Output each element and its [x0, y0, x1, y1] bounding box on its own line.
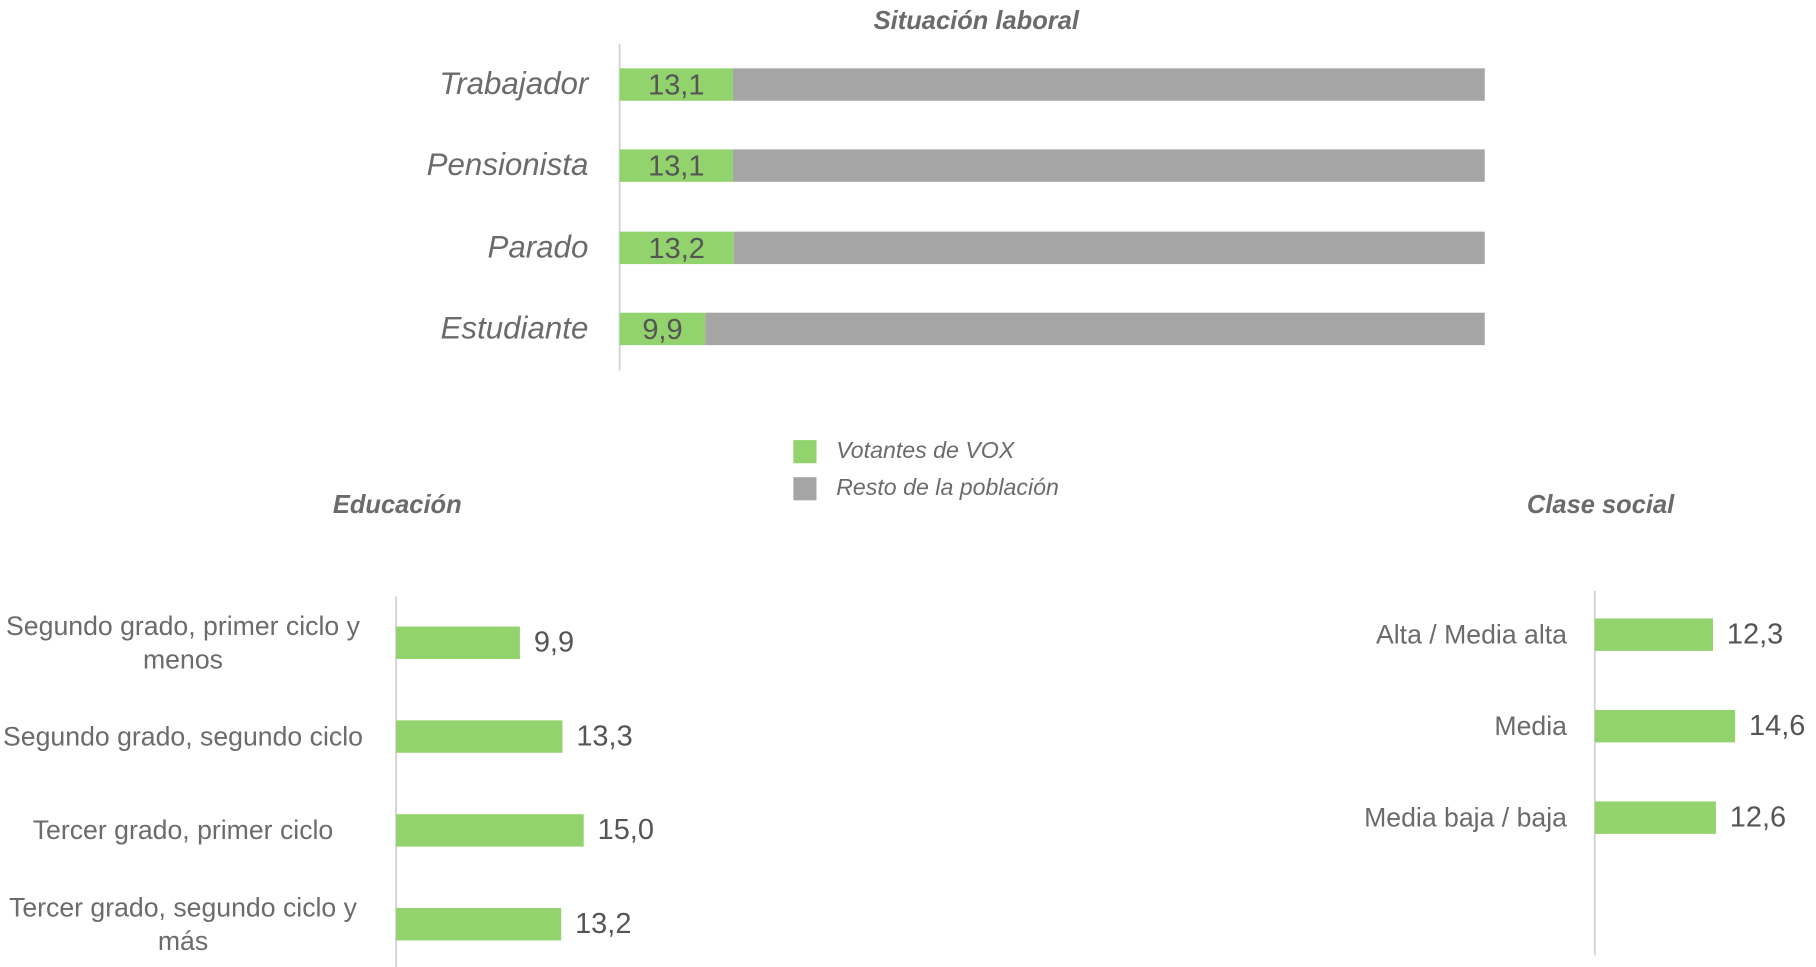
value-label: 13,3 — [576, 720, 632, 752]
value-label: 12,6 — [1730, 801, 1786, 833]
bar-segment — [732, 149, 1485, 182]
bar-segment — [619, 68, 733, 101]
chart-title: Educación — [332, 489, 462, 519]
category-label: Parado — [487, 229, 589, 265]
bar — [1594, 709, 1736, 743]
category-label: Tercer grado, primer ciclo — [32, 814, 334, 846]
category-label: Media baja / baja — [1364, 802, 1567, 833]
bar — [396, 907, 562, 941]
category-label: Segundo grado, primer ciclo y menos — [6, 610, 360, 675]
value-label: 13,2 — [575, 908, 631, 940]
bar-segment — [619, 231, 734, 265]
value-label: 13,2 — [649, 233, 705, 265]
value-label: 9,9 — [534, 627, 574, 659]
bar-segment — [619, 312, 706, 346]
category-label: Alta / Media alta — [1375, 619, 1567, 650]
bar — [396, 720, 563, 753]
category-label: Media — [1494, 710, 1567, 741]
value-label: 14,6 — [1749, 710, 1805, 742]
bar-segment — [732, 68, 1485, 101]
legend-swatch — [793, 477, 817, 501]
value-label: 15,0 — [598, 814, 654, 846]
category-label: Tercer grado, segundo ciclo y más — [9, 892, 357, 956]
value-label: 13,1 — [648, 151, 704, 183]
bar — [396, 626, 520, 659]
legend-label: Resto de la población — [836, 474, 1059, 500]
category-label: Estudiante — [440, 310, 589, 346]
legend-swatch — [793, 440, 817, 464]
category-label: Segundo grado, segundo ciclo — [3, 721, 363, 752]
category-label: Pensionista — [426, 147, 589, 182]
category-label: Trabajador — [439, 66, 589, 101]
bar — [396, 814, 584, 847]
chart-title: Situación laboral — [873, 5, 1079, 35]
bar-segment — [705, 312, 1485, 346]
bar — [1594, 618, 1714, 651]
value-label: 9,9 — [642, 314, 682, 346]
bar-segment — [619, 149, 733, 182]
bar-segment — [733, 231, 1485, 265]
value-label: 12,3 — [1727, 618, 1783, 650]
chart-title: Clase social — [1526, 489, 1675, 519]
bar — [1594, 801, 1716, 834]
legend-label: Votantes de VOX — [836, 437, 1016, 463]
value-label: 13,1 — [648, 70, 704, 102]
